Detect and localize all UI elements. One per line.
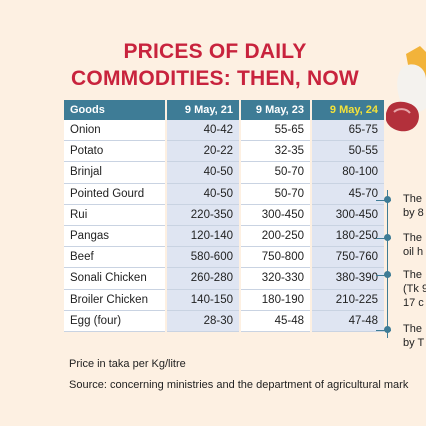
row-label: Pointed Gourd: [64, 183, 167, 205]
price-cell: 28-30: [166, 310, 241, 332]
table-header-row: Goods 9 May, 21 9 May, 23 9 May, 24: [64, 100, 386, 120]
table-row: Pointed Gourd 40-50 50-70 45-70: [64, 183, 386, 205]
timeline-dot: [384, 196, 391, 203]
commodity-illustration: [385, 46, 426, 132]
price-cell: 47-48: [311, 310, 386, 332]
source-note: Source: concerning ministries and the de…: [69, 379, 409, 391]
table-row: Egg (four) 28-30 45-48 47-48: [64, 310, 386, 332]
price-cell: 300-450: [311, 204, 386, 226]
table-row: Broiler Chicken 140-150 180-190 210-225: [64, 289, 386, 311]
timeline-connector: [376, 275, 391, 276]
price-cell: 300-450: [240, 204, 312, 226]
price-cell: 220-350: [166, 204, 241, 226]
price-cell: 200-250: [240, 225, 312, 248]
price-cell: 180-190: [240, 289, 312, 311]
timeline-connector: [376, 330, 391, 331]
price-cell: 45-70: [311, 183, 386, 205]
row-label: Brinjal: [64, 161, 167, 184]
price-cell: 260-280: [166, 267, 241, 290]
side-note: The by T: [403, 323, 425, 349]
row-label: Potato: [64, 140, 167, 163]
price-cell: 40-50: [166, 161, 241, 184]
table-body: Onion 40-42 55-65 65-75 Potato 20-22 32-35 50-5…: [64, 120, 386, 332]
column-header: Goods: [64, 100, 167, 120]
price-cell: 50-70: [240, 161, 312, 184]
price-cell: 50-55: [311, 140, 386, 163]
table-row: Onion 40-42 55-65 65-75: [64, 120, 386, 142]
side-note: The (Tk 9 17 c: [403, 269, 426, 309]
table-row: Brinjal 40-50 50-70 80-100: [64, 161, 386, 184]
price-cell: 45-48: [240, 310, 312, 332]
timeline-dot: [384, 234, 391, 241]
price-cell: 40-42: [166, 120, 241, 142]
price-cell: 180-250: [311, 225, 386, 248]
price-table: Goods 9 May, 21 9 May, 23 9 May, 24 Onio…: [64, 100, 386, 332]
row-label: Broiler Chicken: [64, 289, 167, 311]
row-label: Pangas: [64, 225, 167, 248]
table-row: Beef 580-600 750-800 750-760: [64, 246, 386, 269]
timeline-dot: [384, 271, 391, 278]
chart-title-line2: COMMODITIES: THEN, NOW: [71, 67, 359, 90]
row-label: Onion: [64, 120, 167, 142]
table-row: Rui 220-350 300-450 300-450: [64, 204, 386, 226]
price-cell: 210-225: [311, 289, 386, 311]
price-cell: 50-70: [240, 183, 312, 205]
column-header-highlighted: 9 May, 24: [311, 100, 386, 120]
table-row: Sonali Chicken 260-280 320-330 380-390: [64, 267, 386, 290]
unit-footnote: Price in taka per Kg/litre: [69, 358, 186, 370]
price-cell: 20-22: [166, 140, 241, 163]
chart-title-line1: PRICES OF DAILY: [123, 40, 307, 63]
price-cell: 55-65: [240, 120, 312, 142]
price-cell: 32-35: [240, 140, 312, 163]
price-cell: 750-760: [311, 246, 386, 269]
table-row: Pangas 120-140 200-250 180-250: [64, 225, 386, 248]
timeline-connector: [376, 238, 391, 239]
row-label: Sonali Chicken: [64, 267, 167, 290]
price-cell: 320-330: [240, 267, 312, 290]
column-header: 9 May, 21: [166, 100, 241, 120]
timeline-connector: [376, 200, 391, 201]
price-cell: 580-600: [166, 246, 241, 269]
row-label: Rui: [64, 204, 167, 226]
table-row: Potato 20-22 32-35 50-55: [64, 140, 386, 163]
chart-title: PRICES OF DAILY COMMODITIES: THEN, NOW: [45, 38, 385, 92]
price-cell: 120-140: [166, 225, 241, 248]
price-cell: 65-75: [311, 120, 386, 142]
side-note: The oil h: [403, 232, 424, 258]
price-cell: 750-800: [240, 246, 312, 269]
chicken-shape: [397, 64, 426, 113]
row-label: Beef: [64, 246, 167, 269]
price-cell: 40-50: [166, 183, 241, 205]
price-cell: 80-100: [311, 161, 386, 184]
side-note: The by 8: [403, 193, 424, 219]
column-header: 9 May, 23: [240, 100, 312, 120]
meat-shape: [385, 101, 419, 132]
price-cell: 140-150: [166, 289, 241, 311]
timeline-dot: [384, 326, 391, 333]
row-label: Egg (four): [64, 310, 167, 332]
timeline-line: [387, 190, 388, 338]
price-cell: 380-390: [311, 267, 386, 290]
